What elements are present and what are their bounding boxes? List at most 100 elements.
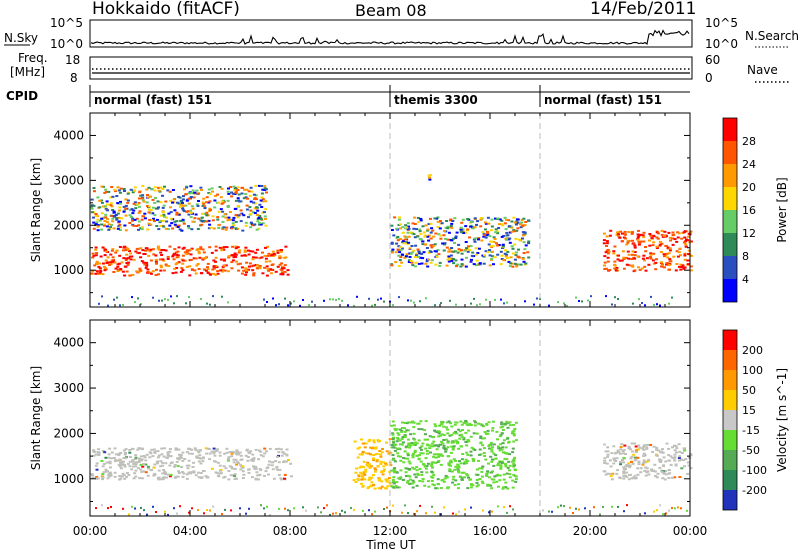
range-cell xyxy=(232,256,236,259)
range-cell xyxy=(477,459,480,462)
range-cell xyxy=(225,226,229,229)
range-cell xyxy=(115,218,119,221)
range-cell xyxy=(654,268,658,271)
range-cell xyxy=(417,221,421,224)
range-cell xyxy=(426,235,430,238)
range-cell xyxy=(241,186,245,189)
range-cell xyxy=(434,425,438,428)
range-cell xyxy=(617,254,620,257)
range-cell xyxy=(229,186,233,188)
range-cell xyxy=(682,231,686,234)
range-cell xyxy=(226,270,230,273)
range-cell xyxy=(391,438,395,440)
range-cell xyxy=(358,453,362,456)
range-cell xyxy=(236,216,240,219)
range-cell xyxy=(156,460,160,463)
range-cell xyxy=(628,464,632,467)
range-cell xyxy=(279,249,283,252)
range-cell xyxy=(519,263,523,266)
range-cell xyxy=(130,208,134,211)
range-cell xyxy=(665,512,667,515)
range-cell xyxy=(636,236,640,239)
range-cell xyxy=(483,254,486,257)
range-cell xyxy=(109,473,113,476)
range-cell xyxy=(102,265,106,268)
range-cell xyxy=(606,252,610,255)
range-cell xyxy=(227,218,231,221)
range-cell xyxy=(417,255,421,258)
range-cell xyxy=(190,228,194,231)
range-cell xyxy=(468,423,472,425)
range-cell xyxy=(486,483,490,486)
range-cell xyxy=(613,264,617,267)
range-cell xyxy=(368,438,372,441)
range-cell xyxy=(164,510,166,513)
range-cell xyxy=(442,234,446,237)
range-cell xyxy=(284,297,286,300)
range-cell xyxy=(153,450,157,453)
range-cell xyxy=(612,462,616,465)
range-cell xyxy=(457,464,461,467)
range-cell xyxy=(101,476,105,479)
range-cell xyxy=(254,251,258,254)
range-cell xyxy=(221,201,225,204)
range-cell xyxy=(481,465,485,468)
range-cell xyxy=(169,217,173,220)
range-cell xyxy=(668,258,672,261)
range-cell xyxy=(152,217,155,220)
range-cell xyxy=(232,461,236,464)
range-cell xyxy=(621,459,624,461)
range-cell xyxy=(602,505,604,508)
range-cell xyxy=(258,449,261,452)
range-cell xyxy=(264,246,267,249)
range-cell xyxy=(380,297,382,300)
range-cell xyxy=(372,441,376,444)
range-cell xyxy=(471,251,475,254)
range-cell xyxy=(195,203,199,206)
range-cell xyxy=(365,463,369,466)
range-cell xyxy=(488,511,490,514)
range-cell xyxy=(114,214,118,216)
range-cell xyxy=(398,223,402,226)
range-cell xyxy=(513,427,517,430)
range-cell xyxy=(269,272,273,275)
range-cell xyxy=(277,474,281,476)
range-cell xyxy=(146,513,148,516)
range-cell xyxy=(196,263,200,265)
range-cell xyxy=(393,216,397,219)
range-cell xyxy=(655,236,659,239)
range-cell xyxy=(224,228,228,231)
range-cell xyxy=(152,505,154,508)
range-cell xyxy=(122,210,126,213)
range-cell xyxy=(106,477,110,480)
range-cell xyxy=(189,209,193,212)
range-cell xyxy=(168,224,172,227)
range-cell xyxy=(454,459,457,462)
range-cell xyxy=(456,251,460,254)
range-cell xyxy=(410,245,414,247)
range-cell xyxy=(431,505,433,508)
range-cell xyxy=(109,466,112,469)
range-cell xyxy=(500,432,504,435)
range-cell xyxy=(425,260,429,263)
range-cell xyxy=(341,299,343,302)
range-cell xyxy=(509,256,513,259)
range-cell xyxy=(652,235,656,238)
range-cell xyxy=(462,438,466,441)
range-cell xyxy=(655,231,659,234)
range-cell xyxy=(136,252,140,254)
range-cell xyxy=(686,259,690,262)
range-cell xyxy=(255,228,259,231)
range-cell xyxy=(280,262,284,265)
range-cell xyxy=(222,259,226,262)
range-cell xyxy=(95,468,99,471)
range-cell xyxy=(627,446,631,449)
range-cell xyxy=(165,216,169,219)
range-cell xyxy=(275,466,279,469)
range-cell xyxy=(285,448,289,451)
range-cell xyxy=(456,440,459,443)
range-cell xyxy=(130,447,134,450)
range-cell xyxy=(187,197,191,200)
range-cell xyxy=(626,250,630,253)
range-cell xyxy=(471,484,475,487)
